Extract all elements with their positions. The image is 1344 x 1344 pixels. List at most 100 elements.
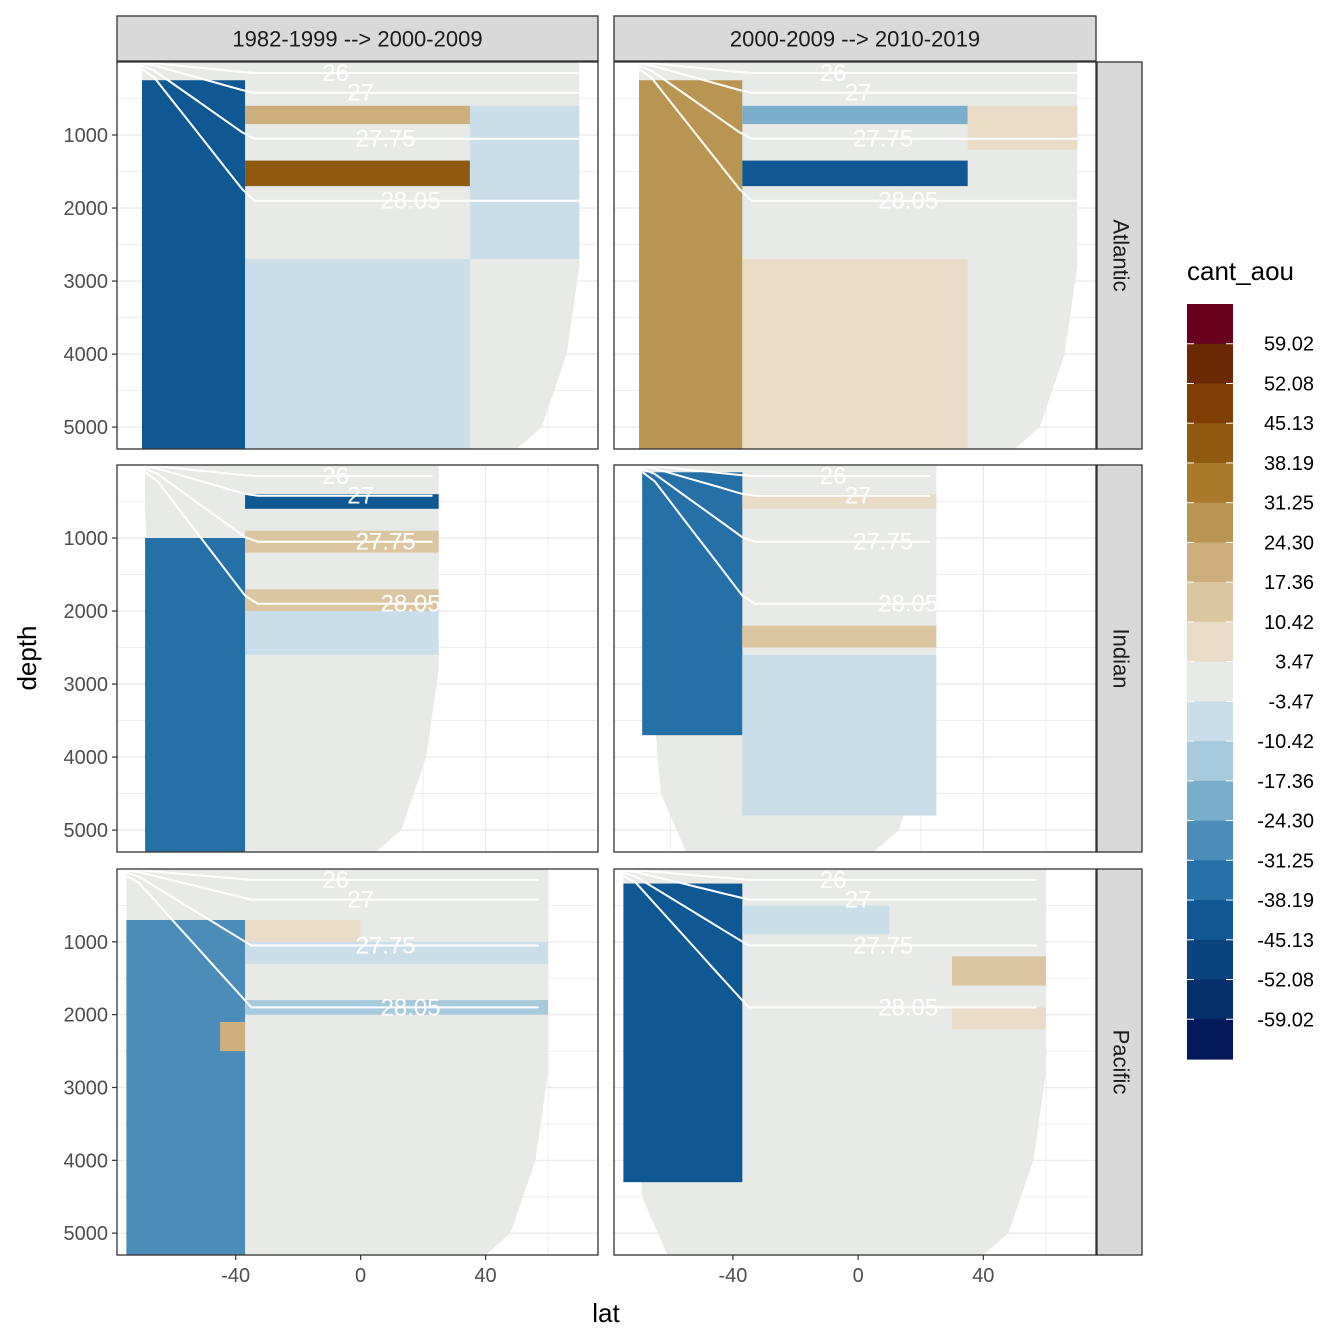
row-strip-label: Pacific xyxy=(1109,1030,1134,1095)
legend-color-bin xyxy=(1187,582,1233,623)
row-strip xyxy=(1096,61,1143,450)
panel-border xyxy=(613,61,1097,450)
legend-color-bin xyxy=(1187,542,1233,583)
y-tick-label: 3000 xyxy=(64,271,109,293)
y-tick-label: 2000 xyxy=(64,1005,109,1027)
contour-label: 27 xyxy=(347,887,374,914)
contour-label: 27.75 xyxy=(356,529,416,556)
y-tick-label: 5000 xyxy=(64,820,109,842)
x-tick-label: 0 xyxy=(853,1265,864,1287)
legend-color-bin xyxy=(1187,462,1233,504)
cant-region xyxy=(245,494,439,509)
legend-break-label: -24.30 xyxy=(1257,811,1314,833)
legend-break-label: 17.36 xyxy=(1264,572,1314,594)
legend-color-bin xyxy=(1187,860,1233,901)
panel-border xyxy=(116,868,599,1256)
legend-break-label: -38.19 xyxy=(1257,890,1314,912)
legend-break-label: 31.25 xyxy=(1264,493,1314,515)
density-contour xyxy=(145,465,433,477)
cant-region xyxy=(952,1007,1046,1030)
density-contour xyxy=(638,62,1078,74)
legend-break-label: -31.25 xyxy=(1257,850,1314,872)
legend-color-bin xyxy=(1187,304,1233,345)
x-tick-label: 40 xyxy=(474,1265,496,1287)
y-tick-label: 5000 xyxy=(64,1223,109,1245)
cant-region xyxy=(141,80,246,449)
cant-region xyxy=(126,919,246,1255)
density-contour xyxy=(642,465,931,477)
legend-color-bin xyxy=(1187,820,1233,861)
legend-break-label: -45.13 xyxy=(1257,930,1314,952)
cant-region xyxy=(245,259,470,449)
legend-break-label: 10.42 xyxy=(1264,612,1314,634)
contour-label: 28.05 xyxy=(381,188,441,215)
column-strip xyxy=(613,15,1097,62)
cant-region xyxy=(742,494,937,509)
facet-strips: 1982-1999 --> 2000-2009 2000-2009 --> 201… xyxy=(116,15,1143,1256)
x-tick-label: 40 xyxy=(972,1265,994,1287)
cant-region xyxy=(245,589,439,612)
cant-region xyxy=(623,883,743,1183)
y-tick-label: 2000 xyxy=(64,601,109,623)
cant-region xyxy=(742,905,890,935)
cant-region xyxy=(639,80,743,449)
y-tick-label: 4000 xyxy=(64,1150,109,1172)
cant-region xyxy=(469,105,580,260)
legend-color-bin xyxy=(1187,939,1233,981)
legend-color-bin xyxy=(1187,780,1233,822)
contour-label: 26 xyxy=(322,867,349,894)
legend-break-label: 45.13 xyxy=(1264,413,1314,435)
y-tick-label: 1000 xyxy=(64,528,109,550)
cant-region xyxy=(245,160,470,187)
cant-region xyxy=(245,941,549,964)
contour-label: 28.05 xyxy=(381,591,441,618)
contour-label: 27.75 xyxy=(853,529,913,556)
density-contour xyxy=(638,68,1078,202)
legend-color-bin xyxy=(1187,423,1233,464)
legend-break-label: -52.08 xyxy=(1257,970,1314,992)
cant-region xyxy=(145,538,246,852)
density-contour xyxy=(141,68,580,202)
contour-label: 26 xyxy=(322,60,349,87)
contour-label: 27.75 xyxy=(853,126,913,153)
legend-color-bin xyxy=(1187,741,1233,782)
contour-label: 26 xyxy=(322,463,349,490)
panel-border xyxy=(613,464,1097,853)
density-contour xyxy=(144,465,433,497)
density-contour xyxy=(623,871,1037,947)
density-contour xyxy=(642,465,931,497)
legend-title: cant_aou xyxy=(1187,256,1294,286)
contour-label: 28.05 xyxy=(878,188,938,215)
density-contour xyxy=(126,869,539,901)
density-contour xyxy=(638,64,1078,140)
contour-label: 27 xyxy=(845,80,872,107)
x-axis-title: lat xyxy=(592,1298,620,1328)
contour-label: 26 xyxy=(820,463,847,490)
density-contour xyxy=(141,62,580,94)
density-contour xyxy=(622,875,1037,1009)
row-strip xyxy=(1096,868,1143,1256)
density-contour xyxy=(126,869,539,881)
column-strip xyxy=(116,15,599,62)
legend-break-label: -10.42 xyxy=(1257,731,1314,753)
contour-label: 26 xyxy=(820,867,847,894)
cant-region xyxy=(245,105,470,125)
density-contour xyxy=(141,64,580,140)
y-tick-label: 1000 xyxy=(64,125,109,147)
legend-break-label: 3.47 xyxy=(1275,652,1314,674)
cant-region xyxy=(220,1021,246,1052)
legend-color-bin xyxy=(1187,1019,1233,1060)
contour-label: 27 xyxy=(845,483,872,510)
density-contour xyxy=(638,62,1078,94)
contour-label: 28.05 xyxy=(381,994,441,1021)
axes-layer: 1000200030004000500010002000300040005000… xyxy=(12,125,994,1328)
density-contour xyxy=(144,471,433,605)
density-contour xyxy=(623,869,1037,901)
panels-layer: 262727.7528.05262727.7528.05262727.7528.… xyxy=(116,60,1097,1256)
